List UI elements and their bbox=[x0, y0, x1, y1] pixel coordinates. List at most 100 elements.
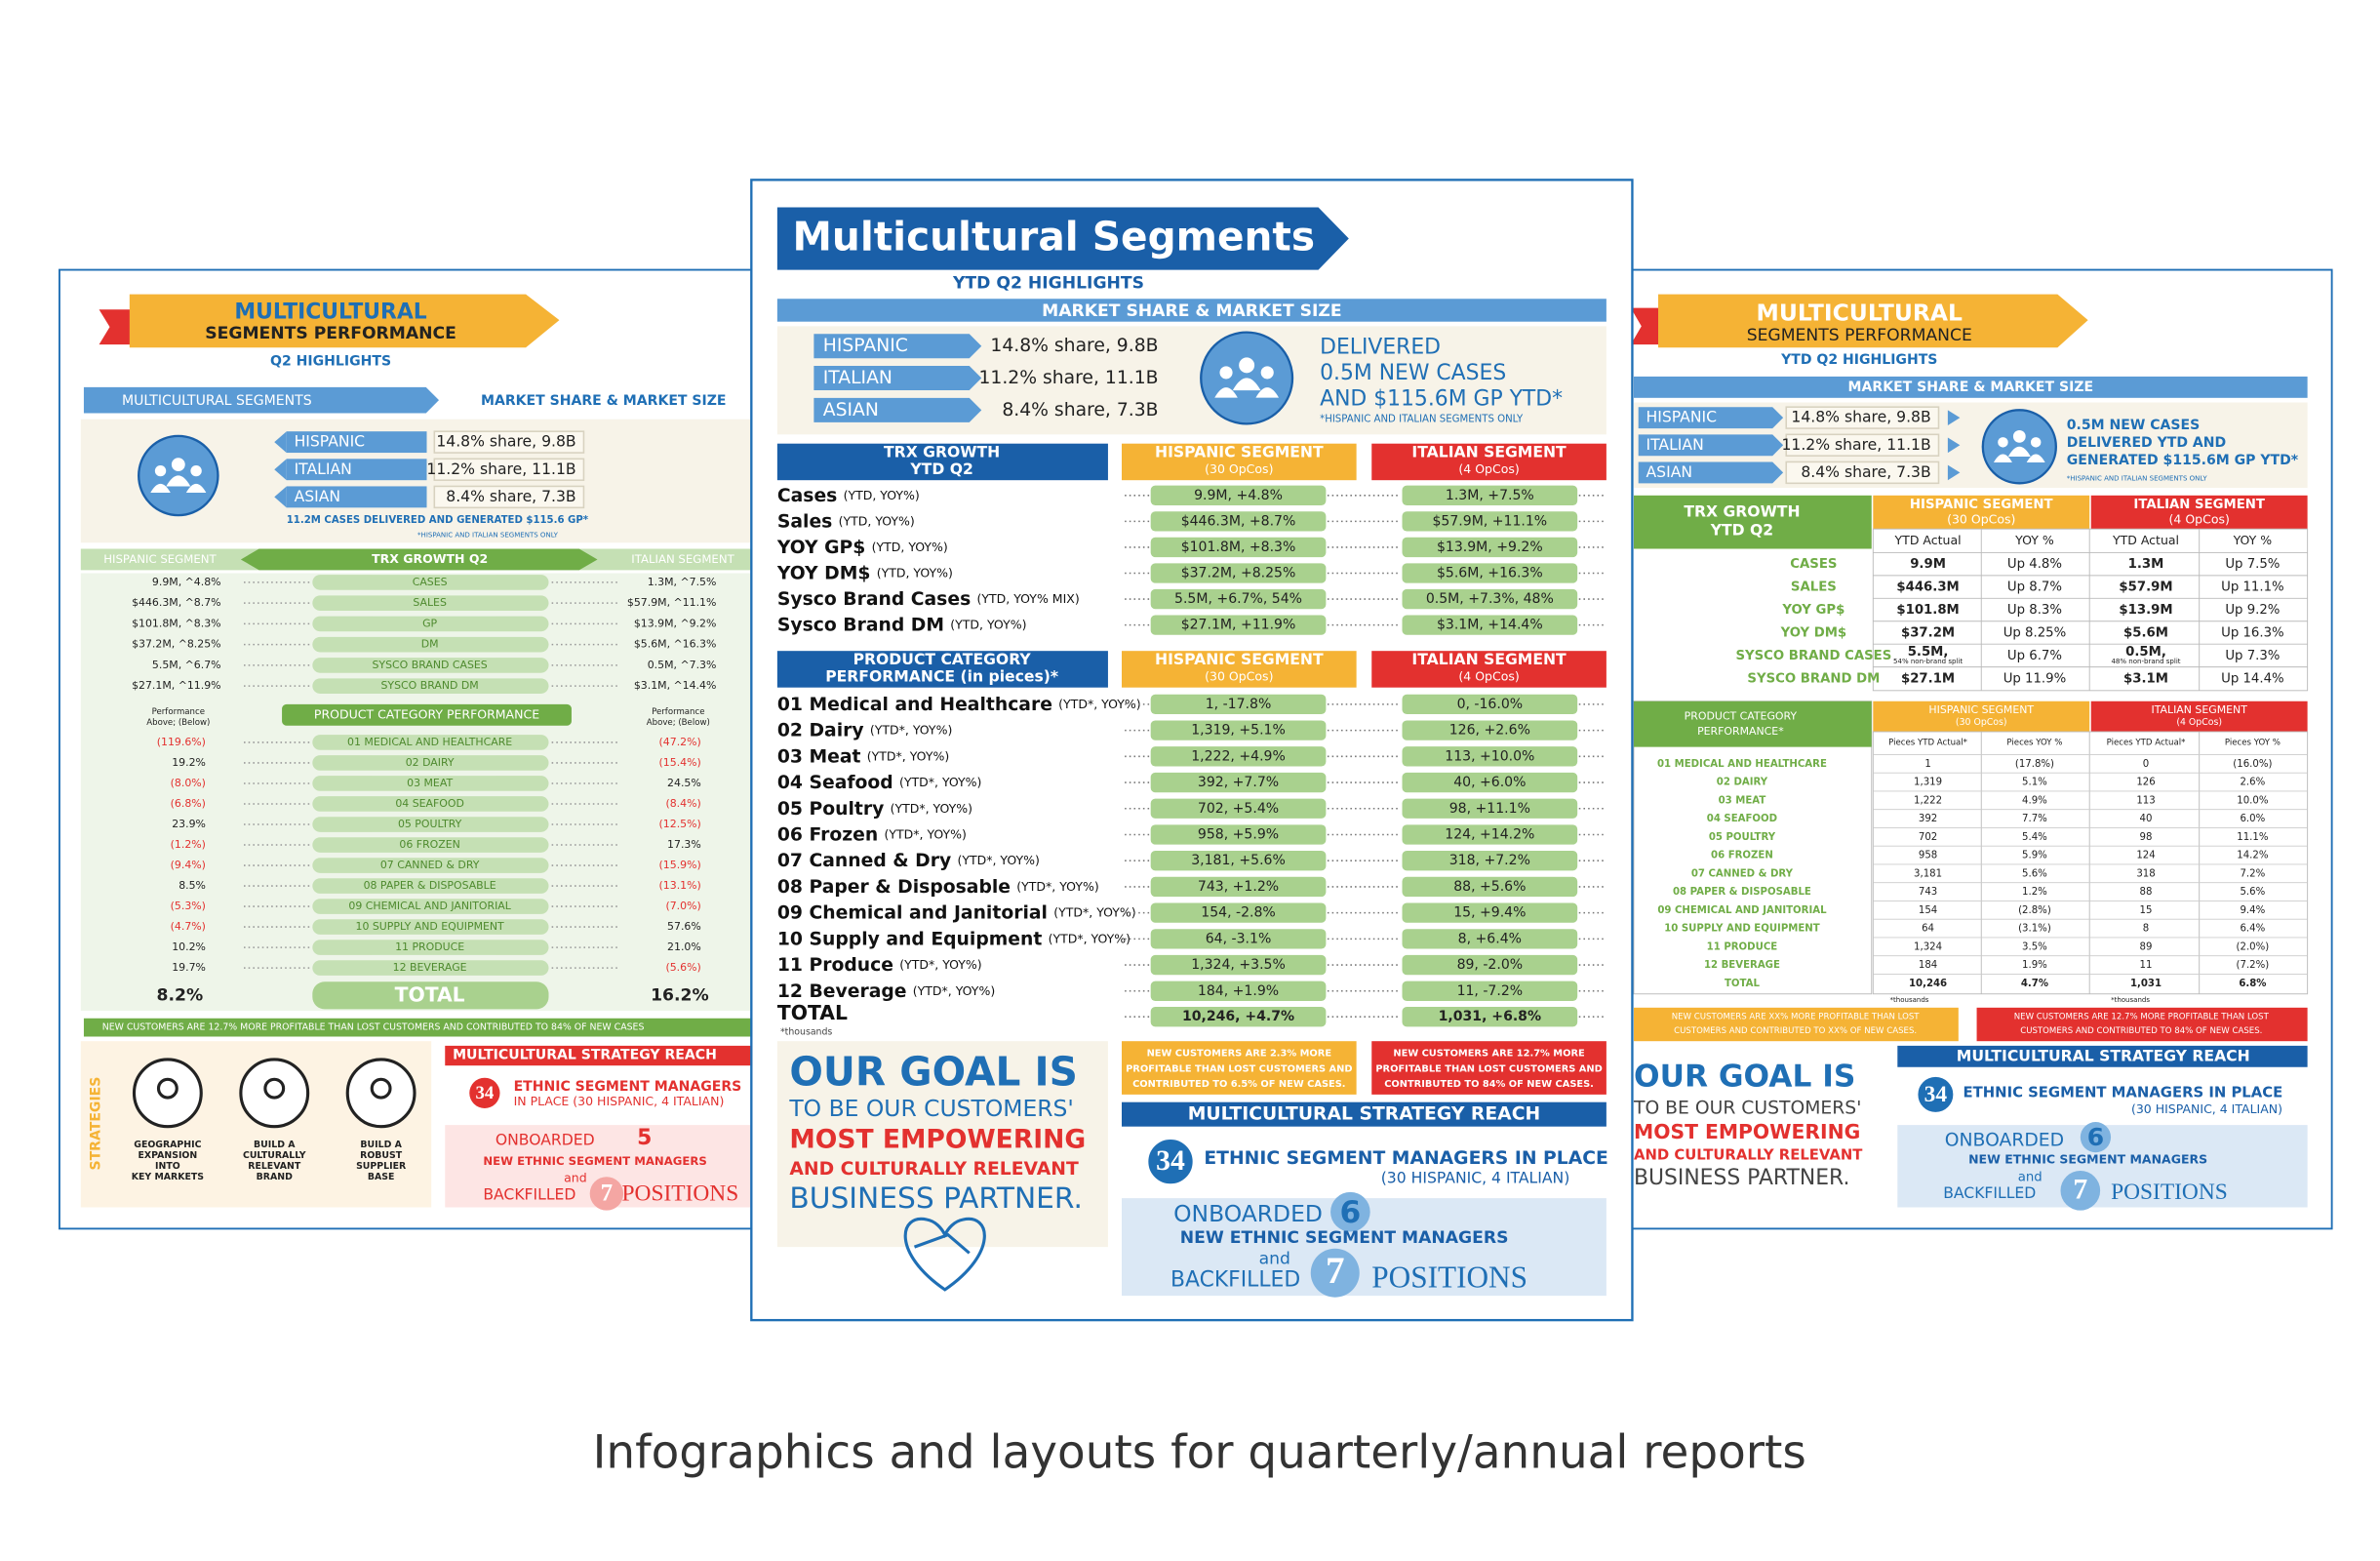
total-label: TOTAL bbox=[777, 1001, 848, 1024]
row-qualifier: (YTD*, YOY%) bbox=[870, 722, 952, 737]
column-head: HISPANIC SEGMENT bbox=[1155, 444, 1324, 461]
row-label: 05 POULTRY bbox=[1709, 832, 1776, 843]
row-label: 05 Poultry (YTD*, YOY%) bbox=[777, 798, 972, 819]
delivered-text: 0.5M NEW CASES bbox=[2067, 418, 2201, 433]
arrow-head bbox=[1947, 464, 1961, 481]
row-label: 03 Meat (YTD*, YOY%) bbox=[777, 746, 949, 767]
count-badge bbox=[1146, 1138, 1195, 1185]
cell: (7.2%) bbox=[2237, 960, 2270, 971]
subhead: YOY % bbox=[2233, 533, 2273, 547]
reach-text: (30 HISPANIC, 4 ITALIAN) bbox=[2131, 1101, 2282, 1116]
reach-text: (30 HISPANIC, 4 ITALIAN) bbox=[1381, 1169, 1570, 1186]
cell: 0 bbox=[2143, 759, 2149, 770]
left-value: $101.8M, ^8.3% bbox=[132, 617, 220, 629]
count-badge bbox=[1310, 1248, 1360, 1298]
reach-bar bbox=[445, 1045, 752, 1066]
value-box bbox=[433, 430, 585, 454]
column-head-bg bbox=[1122, 443, 1357, 481]
strategy-label: ROBUST bbox=[360, 1150, 403, 1161]
cell: 5.1% bbox=[2022, 778, 2047, 788]
footnote: *HISPANIC AND ITALIAN SEGMENTS ONLY bbox=[1320, 415, 1524, 425]
total-value: 16.2% bbox=[651, 985, 709, 1005]
column-head: Performance bbox=[152, 707, 205, 717]
row-qualifier: (YTD*, YOY%) bbox=[884, 826, 966, 841]
segment-value: 10,246, +4.7% bbox=[1182, 1009, 1294, 1024]
row-label: 03 MEAT bbox=[1719, 795, 1766, 806]
cell: 3,181 bbox=[1914, 868, 1942, 879]
note: CONTRIBUTED TO 6.5% OF NEW CASES. bbox=[1132, 1079, 1345, 1090]
subhead: YTD Actual bbox=[2112, 533, 2179, 547]
row-label: YOY DM$ bbox=[1780, 625, 1847, 640]
reach-text: NEW ETHNIC SEGMENT MANAGERS bbox=[1180, 1228, 1509, 1248]
row-label: 02 DAIRY bbox=[1717, 778, 1768, 788]
row-label: Cases (YTD, YOY%) bbox=[777, 485, 920, 505]
strategy-icon bbox=[239, 1058, 310, 1129]
note: NEW CUSTOMERS ARE XX% MORE PROFITABLE TH… bbox=[1672, 1013, 1921, 1022]
note-box bbox=[1122, 1041, 1357, 1095]
person-head bbox=[190, 464, 202, 477]
strategy-label: SUPPLIER bbox=[356, 1161, 407, 1172]
note: NEW CUSTOMERS ARE 12.7% MORE bbox=[1393, 1049, 1584, 1060]
right-value: 57.6% bbox=[667, 920, 701, 933]
value-box bbox=[433, 485, 585, 509]
row-label: 08 Paper & Disposable (YTD*, YOY%) bbox=[777, 876, 1099, 897]
row-label: 01 MEDICAL AND HEALTHCARE bbox=[1657, 759, 1827, 770]
subtitle: YTD Q2 HIGHLIGHTS bbox=[952, 274, 1144, 294]
cell: 5.6% bbox=[2240, 887, 2265, 898]
cell: 6.0% bbox=[2240, 814, 2265, 824]
left-value: (8.0%) bbox=[171, 777, 206, 789]
goal-text: MOST EMPOWERING bbox=[789, 1124, 1086, 1154]
cell: Up 11.9% bbox=[2003, 671, 2067, 686]
cell: 958 bbox=[1919, 851, 1937, 861]
row-name: 02 Dairy bbox=[777, 720, 864, 740]
title: Multicultural Segments bbox=[793, 213, 1316, 260]
section-title: PRODUCT CATEGORY PERFORMANCE bbox=[314, 706, 539, 721]
column-head: (30 OpCos) bbox=[1956, 717, 2007, 728]
segment-value: 184, +1.9% bbox=[1198, 983, 1279, 999]
cell: 98 bbox=[2140, 832, 2153, 843]
person-head bbox=[2012, 429, 2026, 443]
left-value: (6.8%) bbox=[171, 797, 206, 810]
left-value: 8.5% bbox=[178, 879, 206, 892]
segment-name: HISPANIC bbox=[823, 336, 908, 356]
row-name: YOY DM$ bbox=[776, 563, 871, 583]
row-name: 12 Beverage bbox=[777, 981, 907, 1001]
reach-text: BACKFILLED bbox=[1943, 1184, 2036, 1202]
right-value: $57.9M, ^11.1% bbox=[627, 596, 716, 609]
arrow-head bbox=[274, 459, 287, 481]
row-label: 06 Frozen (YTD*, YOY%) bbox=[777, 824, 967, 845]
note-box bbox=[1371, 1041, 1606, 1095]
cell: 7.2% bbox=[2240, 868, 2265, 879]
cell: $446.3M bbox=[1896, 580, 1959, 595]
segment-value: $57.9M, +11.1% bbox=[1433, 513, 1548, 529]
note: NEW CUSTOMERS ARE 12.7% MORE PROFITABLE … bbox=[2014, 1013, 2270, 1022]
goal-panel bbox=[776, 1041, 1108, 1248]
cell: Up 16.3% bbox=[2221, 625, 2284, 640]
segment-value: 11, -7.2% bbox=[1457, 983, 1524, 999]
value-pill bbox=[1402, 929, 1578, 949]
row-label: 08 PAPER & DISPOSABLE bbox=[1673, 887, 1811, 898]
value-pill bbox=[1150, 615, 1327, 635]
count: 7 bbox=[601, 1181, 614, 1207]
right-value: (12.5%) bbox=[659, 818, 701, 830]
value-pill bbox=[1150, 981, 1327, 1001]
section-title: MULTICULTURAL STRATEGY REACH bbox=[1188, 1104, 1540, 1125]
reach-text: ETHNIC SEGMENT MANAGERS IN PLACE bbox=[1204, 1148, 1607, 1169]
reach-text: ONBOARDED bbox=[1945, 1130, 2064, 1150]
reach-text: and bbox=[564, 1170, 587, 1184]
segment-value: 8.4% share, 7.3B bbox=[1002, 400, 1158, 420]
person-body bbox=[2007, 446, 2031, 457]
label-pill bbox=[312, 616, 549, 632]
row-label: Sysco Brand DM (YTD, YOY%) bbox=[777, 615, 1027, 635]
note-box bbox=[1976, 1007, 2308, 1042]
arrow-head bbox=[274, 486, 287, 508]
row-name: 09 Chemical and Janitorial bbox=[777, 902, 1048, 923]
strategy-label: EXPANSION bbox=[139, 1150, 198, 1161]
value-pill bbox=[1402, 798, 1578, 819]
value-pill bbox=[1402, 1007, 1578, 1027]
column-head: Above; (Below) bbox=[647, 718, 710, 728]
count-badge bbox=[589, 1177, 624, 1211]
section-title: PERFORMANCE (in pieces)* bbox=[825, 667, 1058, 685]
left-value: (119.6%) bbox=[157, 736, 206, 748]
